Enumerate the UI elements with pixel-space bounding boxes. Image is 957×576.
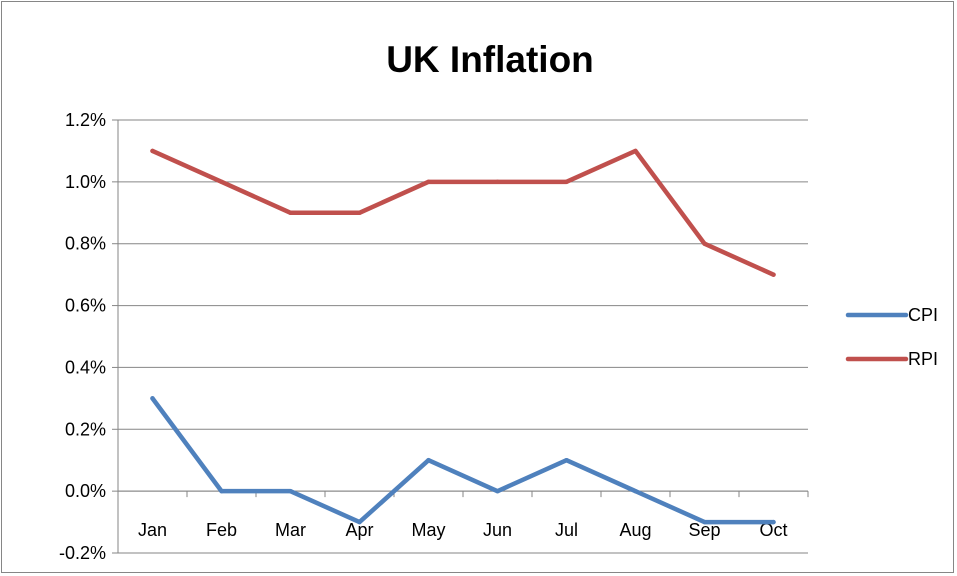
y-tick-label: -0.2% [59, 543, 106, 563]
x-tick-label: Oct [759, 520, 787, 540]
data-point-cpi [288, 488, 293, 494]
y-tick-label: 0.6% [65, 296, 106, 316]
y-tick-label: 0.0% [65, 481, 106, 501]
legend-label-rpi: RPI [908, 349, 938, 369]
x-tick-label: Apr [345, 520, 373, 540]
x-tick-label: Jun [483, 520, 512, 540]
y-axis: -0.2% 0.0% 0.2% 0.4% 0.6% 0.8% 1.0% 1.2% [59, 110, 119, 563]
x-tick-label: Aug [619, 520, 651, 540]
data-point-rpi [702, 241, 707, 246]
data-point-cpi [495, 488, 500, 494]
data-point-cpi [357, 519, 362, 525]
data-point-rpi [357, 210, 362, 215]
data-point-rpi [288, 210, 293, 215]
x-tick-label: May [411, 520, 445, 540]
data-point-cpi [219, 488, 224, 494]
y-tick-label: 0.2% [65, 419, 106, 439]
x-tick-label: Feb [206, 520, 237, 540]
legend: CPI RPI [845, 305, 938, 369]
data-point-rpi [426, 179, 431, 185]
x-tick-label: Sep [688, 520, 720, 540]
data-point-rpi [771, 272, 776, 277]
x-tick-label: Jan [138, 520, 167, 540]
data-point-rpi [564, 179, 569, 185]
data-point-rpi [633, 148, 638, 154]
y-tick-label: 0.4% [65, 357, 106, 377]
y-tick-label: 1.0% [65, 172, 106, 192]
y-tick-label: 0.8% [65, 234, 106, 254]
data-point-rpi [150, 148, 155, 154]
data-point-cpi [771, 519, 776, 525]
x-tick-label: Mar [275, 520, 306, 540]
data-point-cpi [702, 519, 707, 525]
chart-title: UK Inflation [386, 39, 594, 80]
y-tick-label: 1.2% [65, 110, 106, 130]
legend-label-cpi: CPI [908, 305, 938, 325]
data-point-rpi [495, 179, 500, 185]
data-point-rpi [219, 179, 224, 185]
data-point-cpi [564, 458, 569, 463]
data-point-cpi [633, 488, 638, 494]
x-axis: Jan Feb Mar Apr May Jun Jul Aug Sep Oct [117, 490, 809, 540]
x-tick-label: Jul [555, 520, 578, 540]
series-group [150, 148, 776, 525]
series-line-rpi [150, 148, 776, 277]
data-point-cpi [150, 396, 155, 401]
series-line-cpi [150, 396, 776, 525]
data-point-cpi [426, 458, 431, 463]
